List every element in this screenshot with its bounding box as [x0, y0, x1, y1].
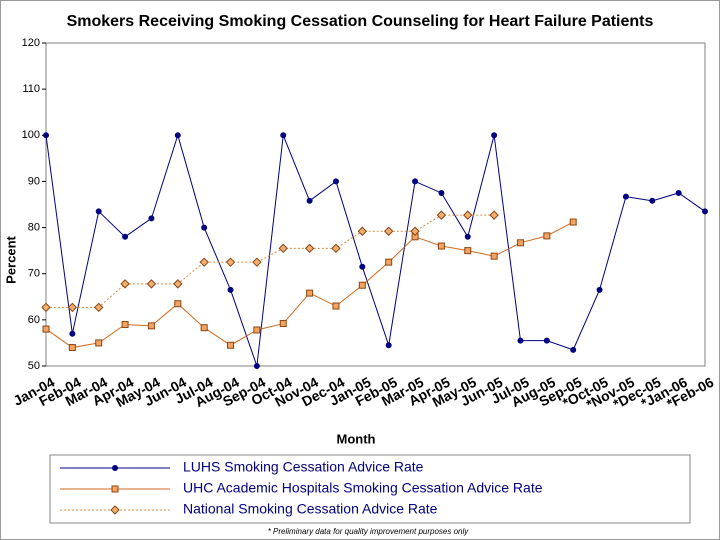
- data-point: [464, 247, 472, 255]
- legend-label: LUHS Smoking Cessation Advice Rate: [183, 459, 424, 475]
- data-point: [94, 302, 104, 313]
- y-tick-label: 70: [28, 268, 40, 280]
- data-point: [306, 289, 314, 297]
- data-point: [122, 233, 129, 240]
- data-point: [148, 215, 155, 222]
- data-point: [200, 324, 208, 332]
- data-point: [491, 132, 498, 139]
- y-tick-label: 120: [22, 37, 40, 49]
- data-point: [95, 208, 102, 215]
- y-tick-label: 110: [22, 83, 40, 95]
- y-tick-label: 90: [28, 175, 40, 187]
- data-point: [41, 302, 51, 313]
- data-point: [543, 232, 551, 240]
- data-point: [43, 132, 49, 139]
- data-point: [174, 300, 182, 308]
- data-point: [383, 226, 394, 236]
- data-point: [280, 132, 287, 139]
- data-point: [489, 210, 499, 220]
- data-point: [463, 210, 473, 220]
- data-point: [174, 132, 181, 139]
- legend-label: National Smoking Cessation Advice Rate: [183, 501, 438, 517]
- data-point: [543, 337, 550, 344]
- data-point: [227, 341, 235, 349]
- data-point: [42, 325, 50, 333]
- data-point: [357, 226, 368, 236]
- data-point: [490, 252, 498, 260]
- data-point: [702, 208, 708, 215]
- data-point: [331, 243, 341, 254]
- data-point: [464, 233, 471, 240]
- y-tick-label: 80: [28, 221, 40, 233]
- data-point: [227, 286, 234, 293]
- data-point: [69, 330, 76, 337]
- y-tick-label: 100: [22, 129, 40, 141]
- data-point: [304, 243, 315, 254]
- series-line: [45, 133, 706, 367]
- legend-marker: [110, 505, 120, 515]
- data-point: [622, 193, 629, 200]
- data-point: [436, 210, 447, 220]
- data-point: [675, 189, 682, 196]
- data-point: [649, 197, 656, 204]
- data-point: [201, 224, 208, 231]
- data-point: [438, 189, 445, 196]
- data-point: [253, 363, 260, 369]
- data-point: [596, 286, 603, 293]
- x-axis-title: Month: [337, 431, 376, 446]
- data-point: [279, 320, 287, 328]
- data-point: [385, 342, 392, 349]
- data-point: [173, 279, 183, 289]
- chart-title: Smokers Receiving Smoking Cessation Coun…: [67, 13, 654, 30]
- data-point: [225, 257, 236, 267]
- data-point: [67, 302, 78, 313]
- data-point: [147, 322, 155, 330]
- data-point: [120, 279, 130, 289]
- plot-area: [45, 42, 706, 367]
- data-point: [68, 344, 76, 352]
- data-point: [385, 258, 393, 266]
- data-point: [306, 197, 313, 204]
- data-point: [278, 243, 288, 254]
- y-tick-label: 50: [28, 360, 40, 372]
- data-point: [437, 242, 445, 250]
- legend-marker: [112, 465, 118, 471]
- data-point: [95, 339, 103, 347]
- data-point: [121, 320, 129, 328]
- data-point: [146, 279, 157, 289]
- data-point: [569, 218, 577, 226]
- data-point: [359, 263, 366, 270]
- data-point: [516, 239, 524, 247]
- footnote: * Preliminary data for quality improveme…: [268, 527, 470, 536]
- y-axis-title: Percent: [3, 235, 18, 283]
- data-point: [332, 178, 339, 185]
- data-point: [410, 226, 420, 236]
- data-point: [253, 326, 261, 334]
- data-point: [332, 302, 340, 310]
- data-point: [570, 346, 577, 353]
- y-tick-label: 60: [28, 314, 40, 326]
- data-point: [252, 257, 262, 267]
- data-point: [412, 178, 419, 185]
- legend-label: UHC Academic Hospitals Smoking Cessation…: [183, 480, 543, 496]
- data-point: [199, 257, 209, 267]
- data-point: [517, 337, 524, 344]
- legend-marker: [111, 485, 119, 493]
- data-point: [358, 281, 366, 289]
